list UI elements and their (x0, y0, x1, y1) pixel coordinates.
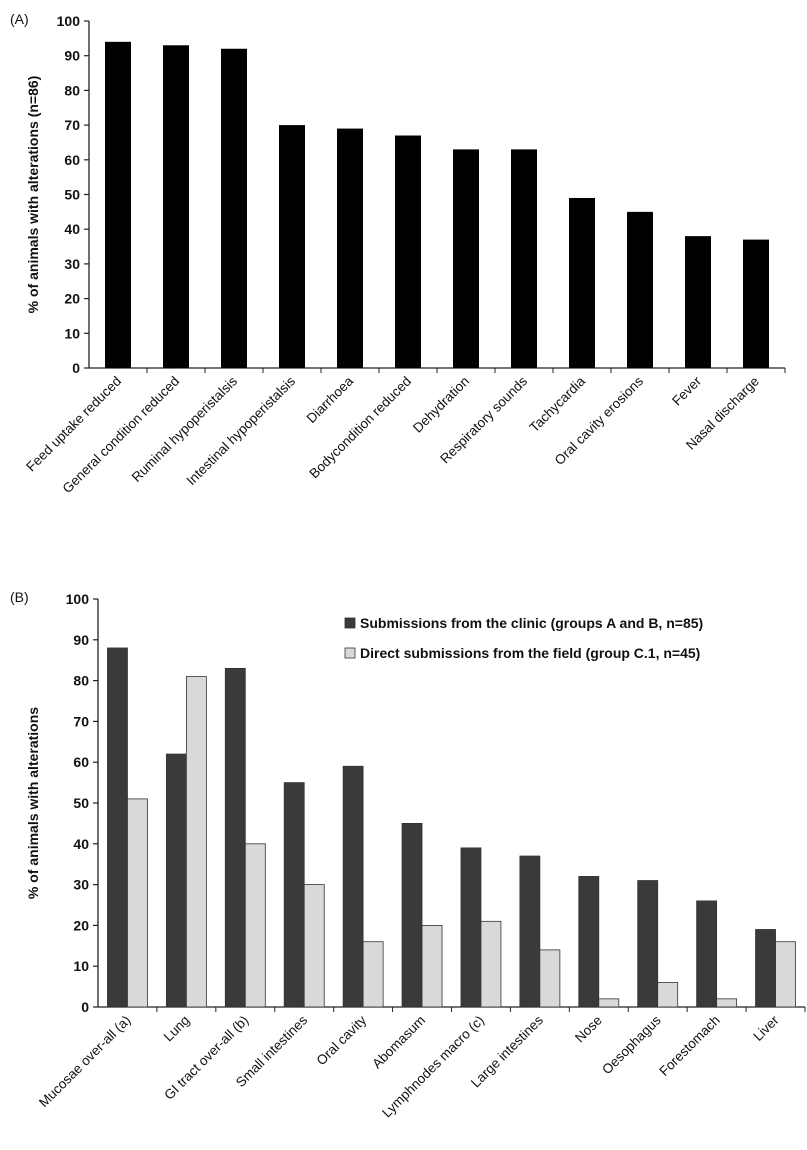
y-tick-label: 20 (73, 917, 89, 933)
bar-b-series0 (637, 880, 659, 1008)
bar-a-series0 (163, 45, 189, 368)
bar-b-series0 (578, 876, 600, 1008)
bar-b-series1 (480, 920, 502, 1008)
category-label: Lung (161, 1013, 193, 1045)
legend-swatch (344, 617, 356, 629)
y-tick-label: 0 (81, 999, 89, 1015)
bar-b-series1 (362, 941, 384, 1008)
bar-b-series0 (519, 855, 541, 1008)
category-label: Fever (669, 373, 704, 408)
bar-b-series0 (755, 929, 776, 1008)
y-tick-label: 80 (64, 82, 80, 98)
y-tick-label: 90 (73, 632, 89, 648)
y-tick-label: 70 (73, 713, 89, 729)
y-tick-label: 50 (64, 187, 80, 203)
y-tick-label: 50 (73, 795, 89, 811)
bar-b-series0 (224, 667, 246, 1008)
y-tick-label: 30 (64, 256, 80, 272)
y-tick-label: 70 (64, 117, 80, 133)
panel-a-chart: (A) 0 10 20 30 40 50 60 70 80 90 100 % of animals wi… (10, 11, 786, 497)
category-label: Forestomach (656, 1013, 722, 1079)
bar-a-series0 (511, 149, 537, 368)
bar-b-series1 (421, 925, 443, 1008)
bar-b-series1 (185, 676, 207, 1008)
bar-b-series1 (127, 798, 148, 1008)
y-tick-label: 40 (64, 221, 80, 237)
category-label: Oesophagus (599, 1012, 664, 1077)
bar-a-series0 (221, 48, 247, 368)
bar-b-series0 (342, 765, 364, 1008)
bar-b-series0 (401, 823, 423, 1008)
legend-label: Submissions from the clinic (groups A an… (360, 615, 703, 631)
y-tick-label: 90 (64, 48, 80, 64)
category-label: Liver (750, 1012, 782, 1044)
bar-a-series0 (279, 125, 305, 368)
bar-a-series0 (453, 149, 479, 368)
legend-label: Direct submissions from the field (group… (360, 645, 700, 661)
bar-b-series1 (539, 949, 561, 1008)
bar-b-series1 (657, 982, 679, 1008)
y-tick-label: 10 (64, 325, 80, 341)
y-tick-label: 0 (72, 360, 80, 376)
category-label: Ruminal hypoperistalsis (129, 373, 241, 485)
bar-a-series0 (627, 211, 653, 368)
y-tick-label: 30 (73, 877, 89, 893)
y-tick-label: 40 (73, 836, 89, 852)
bar-b-series1 (598, 998, 620, 1008)
category-label: General condition reduced (60, 374, 183, 497)
panel-b-chart: (B) 0 10 20 30 40 50 60 70 80 90 100 % of animals wi… (10, 589, 806, 1121)
bar-a-series0 (743, 239, 769, 368)
bar-a-series0 (685, 236, 711, 368)
bar-a-series0 (105, 41, 131, 368)
y-tick-label: 80 (73, 673, 89, 689)
category-label: Feed uptake reduced (23, 374, 124, 475)
bar-b-series0 (696, 900, 718, 1008)
bar-a-series0 (569, 197, 595, 368)
bar-a-series0 (337, 128, 363, 368)
category-label: Dehydration (410, 374, 472, 436)
category-label: Mucosae over-all (a) (36, 1013, 134, 1111)
y-tick-label: 60 (64, 152, 80, 168)
bar-b-series1 (244, 843, 266, 1008)
y-tick-label: 10 (73, 958, 89, 974)
bar-b-series0 (165, 753, 187, 1008)
category-label: Nose (572, 1013, 605, 1046)
y-tick-label: 100 (57, 13, 81, 29)
bar-b-series0 (107, 647, 128, 1008)
bar-b-series1 (716, 998, 738, 1008)
category-label: Oral cavity (314, 1012, 370, 1068)
y-axis-title: % of animals with alterations (n=86) (25, 76, 41, 314)
y-tick-label: 20 (64, 291, 80, 307)
bar-a-series0 (395, 135, 421, 368)
category-label: Tachycardia (527, 373, 589, 435)
category-label: Abomasum (369, 1013, 428, 1072)
category-label: Intestinal hypoperistalsis (184, 373, 299, 488)
category-label: Diarrhoea (304, 373, 357, 426)
y-tick-label: 60 (73, 754, 89, 770)
panel-label: (B) (10, 589, 29, 605)
category-label: Bodycondition reduced (306, 374, 414, 482)
bar-b-series1 (775, 941, 796, 1008)
legend-swatch (344, 647, 356, 659)
bar-b-series1 (303, 884, 325, 1008)
y-tick-label: 100 (66, 591, 90, 607)
bar-b-series0 (283, 782, 305, 1008)
category-label: Lymphnodes macro (c) (379, 1013, 487, 1121)
bar-b-series0 (460, 847, 482, 1008)
y-axis-title: % of animals with alterations (25, 707, 41, 899)
panel-label: (A) (10, 11, 29, 27)
